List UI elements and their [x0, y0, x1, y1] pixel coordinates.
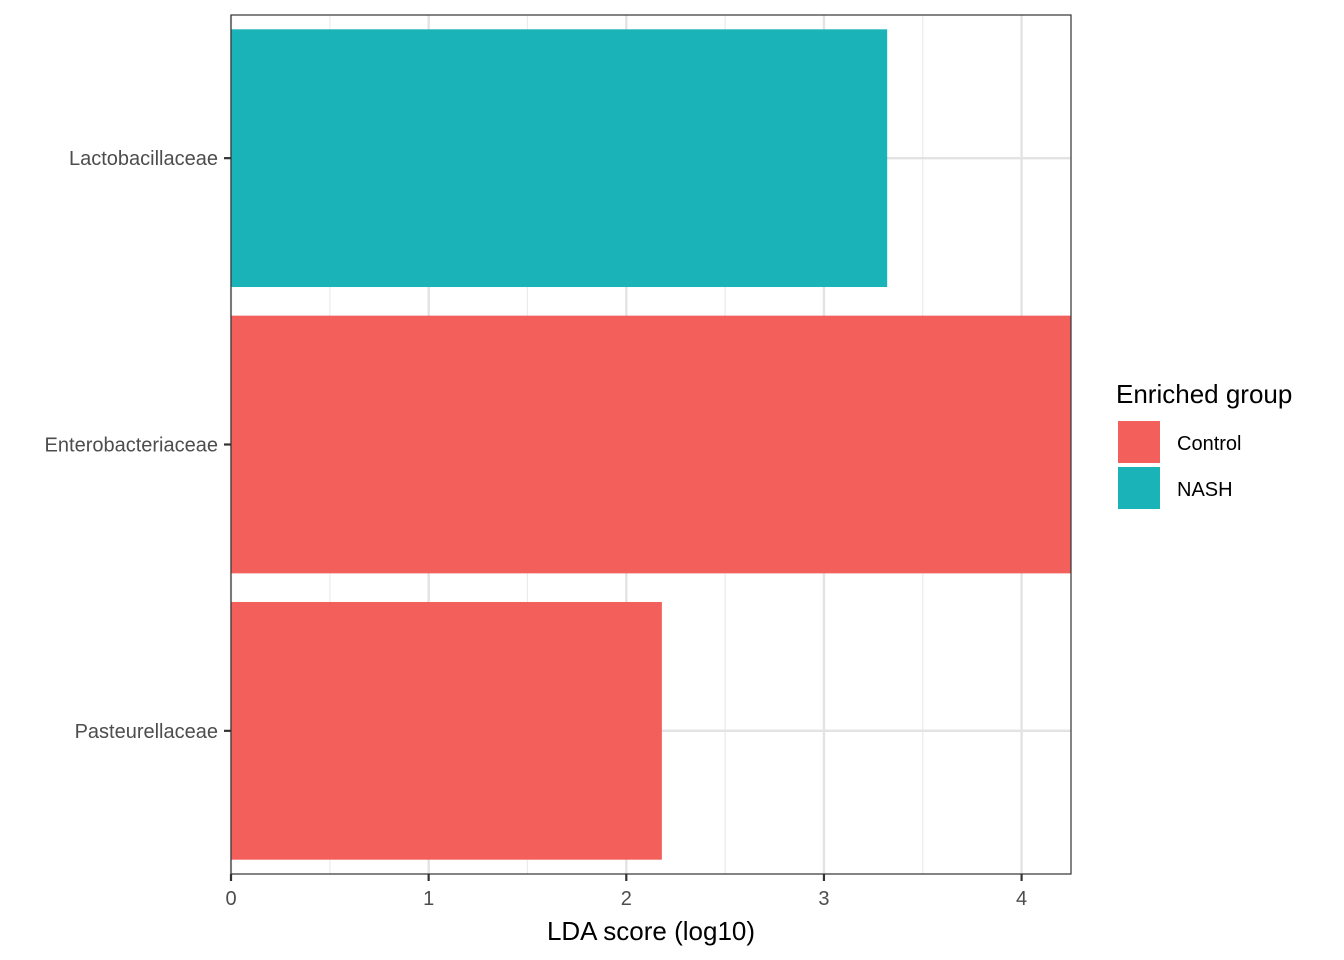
bar-enterobacteriaceae	[231, 315, 1071, 574]
x-tick-label: 0	[225, 888, 236, 910]
y-axis: Lactobacillaceae Enterobacteriaceae Pasteu…	[45, 148, 231, 743]
legend-title: Enriched group	[1116, 379, 1292, 409]
x-tick-label: 1	[423, 888, 434, 910]
legend-label: Control	[1177, 433, 1241, 455]
legend-key-control	[1118, 421, 1160, 463]
y-tick-label: Enterobacteriaceae	[45, 435, 218, 457]
y-tick-label: Pasteurellaceae	[75, 721, 218, 743]
x-axis: 0 1 2 3 4	[225, 874, 1027, 910]
legend-key-nash	[1118, 467, 1160, 509]
y-tick-label: Lactobacillaceae	[69, 148, 218, 170]
bar-lactobacillaceae	[231, 29, 888, 288]
bar-pasteurellaceae	[231, 601, 662, 860]
x-tick-label: 4	[1016, 888, 1027, 910]
x-tick-label: 2	[621, 888, 632, 910]
legend: Enriched group Control NASH	[1116, 379, 1292, 509]
x-axis-title: LDA score (log10)	[547, 916, 755, 946]
x-tick-label: 3	[818, 888, 829, 910]
bars	[231, 29, 1071, 860]
legend-label: NASH	[1177, 479, 1233, 501]
